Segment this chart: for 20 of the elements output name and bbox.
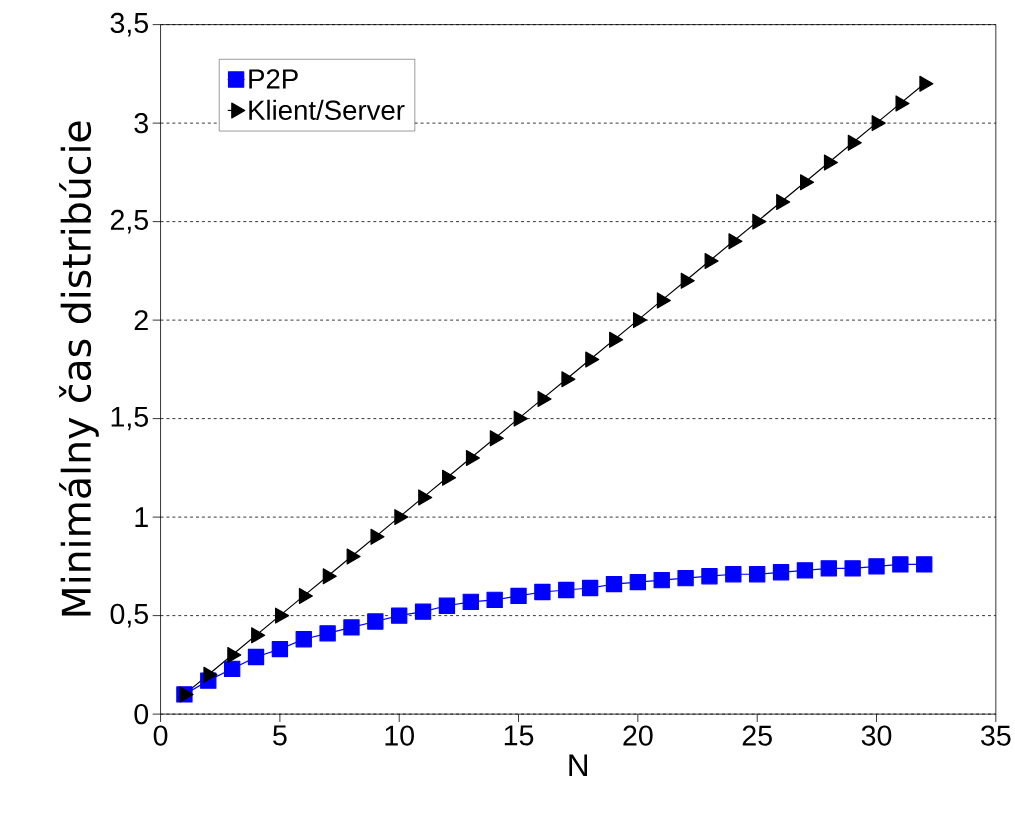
x-tick-label: 35 bbox=[981, 725, 1011, 746]
y-tick-label: 2,5 bbox=[110, 209, 148, 234]
y-tick-label: 2 bbox=[134, 309, 148, 330]
y-tick-label: 3 bbox=[134, 112, 148, 134]
legend-label: P2P bbox=[249, 68, 298, 89]
y-tick-label: 0,5 bbox=[110, 603, 148, 628]
y-axis-title: Minimálny čas distribúcie bbox=[59, 121, 99, 616]
x-tick-label: 20 bbox=[623, 725, 653, 746]
y-tick-label: 0 bbox=[134, 703, 149, 725]
y-tick-label: 1 bbox=[135, 507, 148, 527]
x-tick-label: 25 bbox=[742, 725, 772, 746]
x-tick-label: 0 bbox=[153, 725, 168, 746]
y-tick-label: 1,5 bbox=[111, 406, 148, 431]
x-axis-title: N bbox=[569, 754, 588, 776]
x-tick-label: 10 bbox=[385, 725, 414, 746]
y-tick-label: 3,5 bbox=[110, 12, 148, 37]
x-tick-label: 30 bbox=[861, 725, 892, 746]
legend-label: Klient/Server bbox=[249, 99, 405, 120]
x-tick-label: 5 bbox=[273, 725, 287, 746]
x-tick-label: 15 bbox=[504, 725, 534, 746]
